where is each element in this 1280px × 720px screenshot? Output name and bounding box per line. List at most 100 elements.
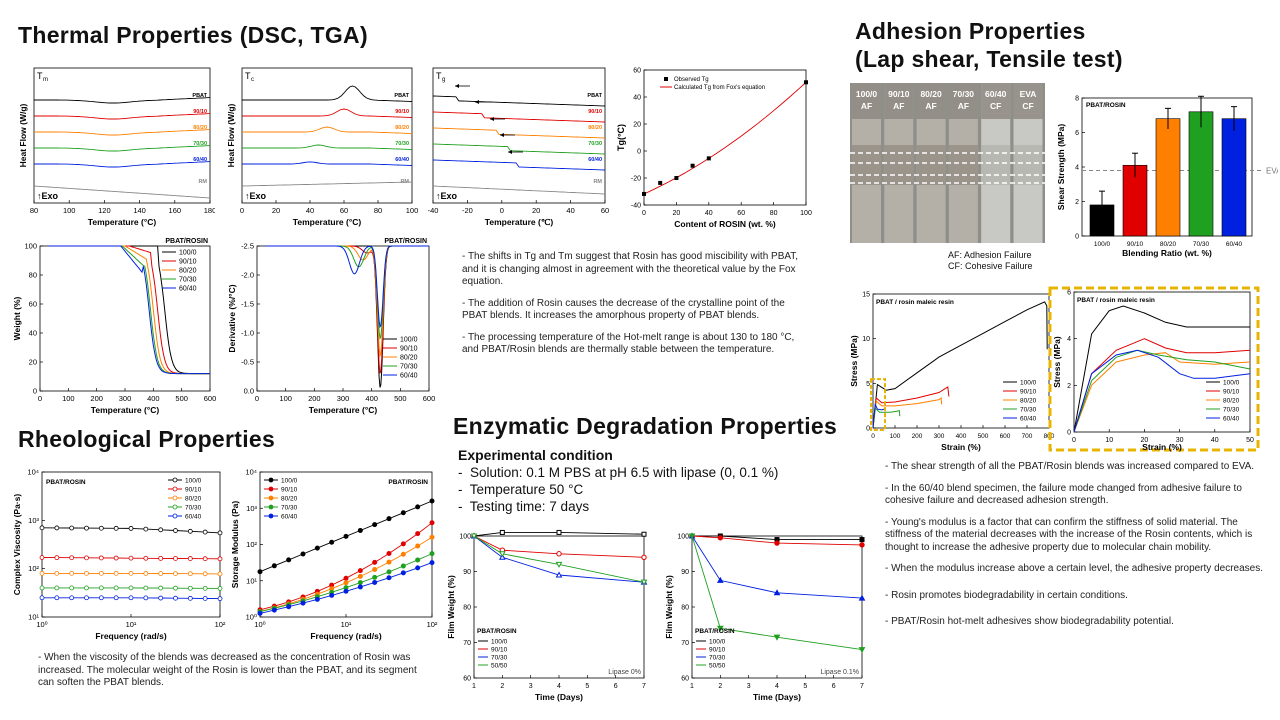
failure-legend: AF: Adhesion Failure CF: Cohesive Failur… bbox=[948, 250, 1033, 271]
viscosity-point bbox=[128, 526, 134, 531]
viscosity-point bbox=[69, 585, 75, 591]
y-tick-label: -1.5 bbox=[241, 300, 254, 309]
legend-label: 60/40 bbox=[400, 373, 418, 380]
legend-marker bbox=[172, 495, 178, 501]
legend-label: 60/40 bbox=[281, 514, 298, 521]
y-tick-label: 60 bbox=[681, 676, 689, 683]
x-tick-label: 30 bbox=[1176, 437, 1184, 444]
viscosity-point bbox=[128, 570, 134, 576]
viscosity-point bbox=[84, 595, 89, 601]
specimen-mode-label: CF bbox=[990, 101, 1001, 111]
x-tick-label: 160 bbox=[169, 206, 182, 215]
fox-equation-chart: 0 20 40 60 80 100 -40 -20 0 20 40 60 Content of ROSI… bbox=[612, 60, 817, 230]
x-tick-label: 400 bbox=[147, 394, 160, 403]
tensile-chart-full: 0 100 200 300 400 500 600 700 800 0 5 10 15 Strain (%… bbox=[845, 288, 1055, 453]
exp-item-3: - Testing time: 7 days bbox=[458, 499, 590, 514]
storage-point bbox=[400, 551, 406, 557]
tg-arrowhead bbox=[455, 84, 459, 88]
curve-label: RM bbox=[198, 179, 207, 185]
tensile-curve-80/20 bbox=[872, 397, 943, 429]
viscosity-point bbox=[187, 528, 193, 534]
viscosity-point bbox=[173, 556, 178, 561]
lipase-point bbox=[498, 551, 506, 558]
storage-point bbox=[429, 551, 435, 557]
curve-label: PBAT bbox=[394, 93, 409, 99]
storage-point bbox=[357, 527, 363, 533]
x-tick-label: 20 bbox=[532, 206, 540, 215]
viscosity-point bbox=[39, 595, 45, 601]
legend-label: 70/30 bbox=[709, 655, 726, 662]
legend-marker bbox=[172, 513, 178, 519]
storage-point bbox=[372, 579, 378, 585]
x-tick-label: 500 bbox=[978, 433, 989, 440]
lipase-point bbox=[470, 533, 478, 540]
chart-title: PBAT/ROSIN bbox=[1086, 102, 1126, 109]
legend-label: 80/20 bbox=[1020, 398, 1037, 405]
viscosity-point bbox=[202, 585, 208, 591]
viscosity-point bbox=[202, 556, 208, 562]
x-axis-label: Strain (%) bbox=[1142, 442, 1182, 452]
x-tick-label: 80 bbox=[770, 210, 778, 217]
tga-curve-60/40 bbox=[48, 245, 210, 375]
lipase-point bbox=[641, 531, 647, 537]
storage-point bbox=[357, 573, 363, 579]
tensile-zoom-curve-70/30 bbox=[1073, 349, 1251, 433]
storage-point bbox=[343, 588, 349, 594]
legend-marker bbox=[664, 77, 668, 81]
specimen-ratio-label: 70/30 bbox=[953, 89, 975, 99]
corner-sub: c bbox=[251, 77, 254, 83]
lipase-line-70/30 bbox=[691, 535, 863, 599]
specimen-overlap bbox=[916, 145, 946, 185]
x-tick-label: 6 bbox=[614, 683, 618, 690]
x-tick-label: 2 bbox=[500, 683, 504, 690]
highlight-border bbox=[1048, 286, 1260, 452]
lipase-point bbox=[773, 634, 781, 641]
curve-label: PBAT bbox=[192, 93, 207, 99]
specimen-label-area bbox=[981, 83, 1011, 119]
legend-label: 90/10 bbox=[185, 487, 202, 494]
lipase-point bbox=[716, 576, 724, 583]
viscosity-point bbox=[158, 527, 164, 533]
x-axis-label: Content of ROSIN (wt. %) bbox=[674, 219, 776, 229]
y-tick-label: 0 bbox=[637, 149, 641, 156]
viscosity-point bbox=[54, 585, 60, 591]
specimen-ratio-label: 90/10 bbox=[888, 89, 910, 99]
x-axis-label: Temperature (℃) bbox=[485, 217, 554, 227]
x-tick-label: 700 bbox=[1022, 433, 1033, 440]
lipase-point bbox=[717, 535, 724, 541]
dsc-curve-1 bbox=[34, 97, 211, 104]
y-tick-label: 100 bbox=[677, 534, 689, 541]
x-tick-label: 2 bbox=[718, 683, 722, 690]
x-tick-label: 100 bbox=[279, 394, 292, 403]
y-axis-label: Shear Strength (MPa) bbox=[1056, 124, 1066, 211]
tensile-zoom-curve-90/10 bbox=[1073, 338, 1251, 433]
legend-title: PBAT/ROSIN bbox=[695, 628, 735, 635]
y-tick-label: 10 bbox=[862, 336, 870, 343]
y-tick-label: -2.5 bbox=[241, 242, 254, 251]
condition-note: Lipase 0.1% bbox=[820, 669, 859, 676]
adhesion-title-line1: Adhesion Properties bbox=[855, 18, 1086, 44]
curve-label: 60/40 bbox=[588, 157, 602, 163]
storage-point bbox=[357, 584, 363, 590]
x-tick-label: 50 bbox=[1246, 437, 1254, 444]
dsc-curve-1 bbox=[432, 95, 606, 107]
chart-title: PBAT/ROSIN bbox=[165, 238, 208, 245]
x-tick-label: 80 bbox=[374, 206, 382, 215]
legend-label: 80/20 bbox=[185, 496, 202, 503]
adhesion-bullet-4: - When the modulus increase above a cert… bbox=[885, 563, 1263, 574]
y-tick-label: 15 bbox=[862, 292, 870, 299]
x-tick-label: 10⁰ bbox=[254, 620, 265, 629]
legend-marker bbox=[172, 486, 178, 492]
dsc-curve-6 bbox=[33, 185, 211, 199]
viscosity-point bbox=[98, 585, 104, 591]
y-tick-label: 10³ bbox=[28, 516, 39, 525]
x-tick-label: 300 bbox=[337, 394, 350, 403]
y-axis-label: Storage Modulus (Pa) bbox=[230, 501, 240, 589]
legend-marker bbox=[268, 504, 274, 510]
corner-label: T bbox=[245, 71, 251, 81]
observed-tg-point bbox=[690, 163, 695, 168]
viscosity-point bbox=[173, 571, 178, 577]
y-tick-label: 90 bbox=[463, 569, 471, 576]
specimen-mode-label: AF bbox=[861, 101, 872, 111]
y-tick-label: 10⁰ bbox=[246, 613, 257, 622]
